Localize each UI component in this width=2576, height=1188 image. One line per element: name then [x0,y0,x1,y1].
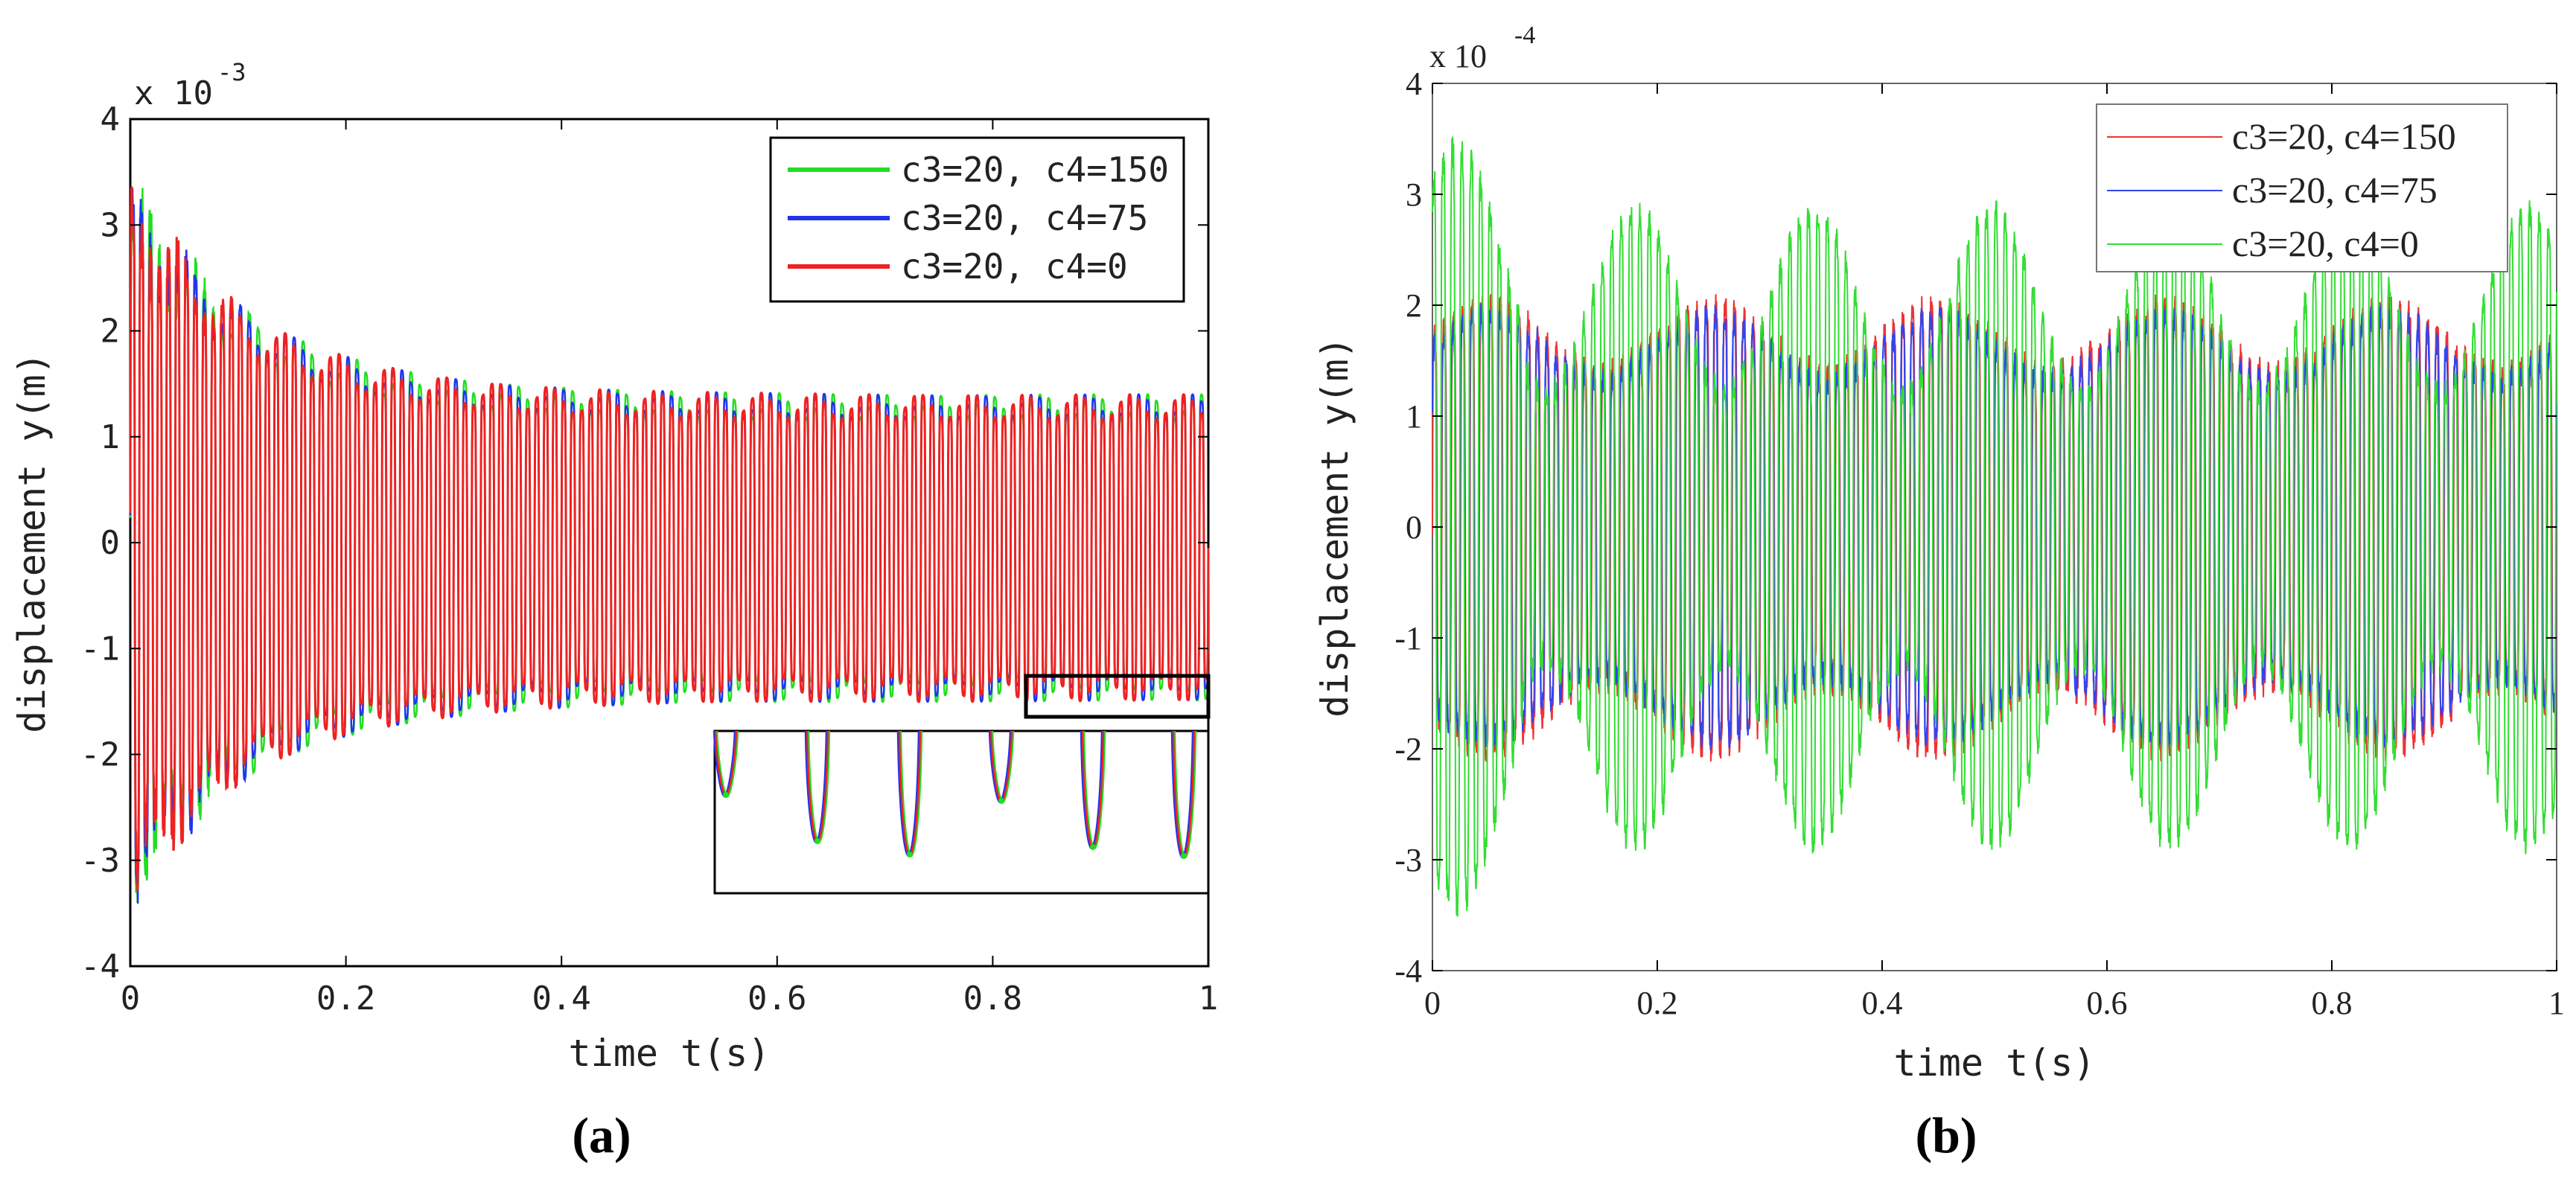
legend-label-b-2: c3=20, c4=0 [2232,223,2419,264]
legend-label-b-0: c3=20, c4=150 [2232,115,2456,157]
inset-a [712,729,1210,895]
y-exponent-power-b: -4 [1514,22,1535,49]
inset-dip-marker-a [814,838,820,844]
y-tick-label-a: -4 [80,948,120,986]
y-tick-label-a: 1 [101,418,121,456]
x-tick-label-a: 0.2 [316,980,375,1018]
y-tick-label-a: 2 [101,313,121,351]
x-tick-label-b: 0.4 [1862,985,1903,1021]
y-axis-label-b: displacement y(m) [1313,336,1356,718]
y-exponent-power-a: -3 [217,58,246,86]
ticks-b: 0 0.2 0.4 0.6 0.8 1 4 3 2 1 0 -1 -2 -3 -4 [1394,66,2565,1021]
x-tick-label-a: 0.6 [747,980,806,1018]
x-axis-label-b: time t(s) [1894,1041,2096,1085]
y-exponent-b: x 10 [1429,38,1487,74]
x-tick-label-b: 0 [1424,985,1441,1021]
inset-dip-marker-a [723,792,729,798]
series-a-2 [129,186,1210,892]
x-tick-label-b: 1 [2548,985,2565,1021]
x-tick-label-b: 0.8 [2312,985,2353,1021]
y-tick-label-a: 4 [101,100,121,138]
legend-label-a-2: c3=20, c4=0 [901,246,1128,287]
y-tick-label-b: -1 [1394,620,1422,657]
y-tick-label-b: -4 [1394,953,1422,989]
zoom-box-a [1024,674,1211,719]
inset-frame-a [713,729,1210,895]
y-tick-label-a: -2 [80,736,120,774]
x-tick-label-b: 0.6 [2087,985,2128,1021]
x-tick-label-a: 1 [1199,980,1219,1018]
y-tick-label-b: 4 [1406,66,1422,102]
panel-label-b: (b) [1915,1107,1977,1163]
y-tick-label-a: 3 [101,206,121,244]
x-tick-label-a: 0.4 [532,980,590,1018]
legend-label-a-0: c3=20, c4=150 [901,150,1169,190]
y-tick-label-a: -1 [80,630,120,668]
legend-b: c3=20, c4=150 c3=20, c4=75 c3=20, c4=0 [2096,103,2508,272]
panel-label-a: (a) [572,1107,631,1163]
y-axis-label-a: displacement y(m) [10,352,54,733]
y-tick-label-b: -3 [1394,842,1422,878]
chart-b: 0 0.2 0.4 0.6 0.8 1 4 3 2 1 0 -1 -2 -3 -4 x 10 -4 time… [1313,22,2565,1163]
y-tick-label-b: -2 [1394,731,1422,767]
series-group-a [129,186,1210,904]
y-tick-label-b: 1 [1406,398,1422,435]
legend-a: c3=20, c4=150 c3=20, c4=75 c3=20, c4=0 [769,136,1185,303]
y-tick-label-a: -3 [80,842,120,880]
y-tick-label-b: 0 [1406,509,1422,546]
legend-label-a-1: c3=20, c4=75 [901,198,1148,238]
y-exponent-a: x 10 [134,74,213,112]
y-tick-label-b: 3 [1406,176,1422,213]
inset-dip-marker-a [1090,844,1096,850]
y-tick-label-a: 0 [101,524,121,562]
inset-dip-marker-a [907,852,913,858]
x-tick-label-b: 0.2 [1637,985,1678,1021]
x-axis-label-a: time t(s) [569,1032,771,1075]
inset-dip-marker-a [998,798,1004,804]
inset-dip-marker-a [1181,853,1187,859]
x-tick-label-a: 0 [121,980,141,1018]
y-tick-label-b: 2 [1406,287,1422,324]
chart-a: 0 0.2 0.4 0.6 0.8 1 4 3 2 1 0 -1 -2 -3 -4 x 10 -3 time… [10,58,1218,1163]
x-tick-label-a: 0.8 [963,980,1022,1018]
ticks-a: 0 0.2 0.4 0.6 0.8 1 4 3 2 1 0 -1 -2 -3 -4 [80,100,1218,1018]
legend-label-b-1: c3=20, c4=75 [2232,169,2438,211]
